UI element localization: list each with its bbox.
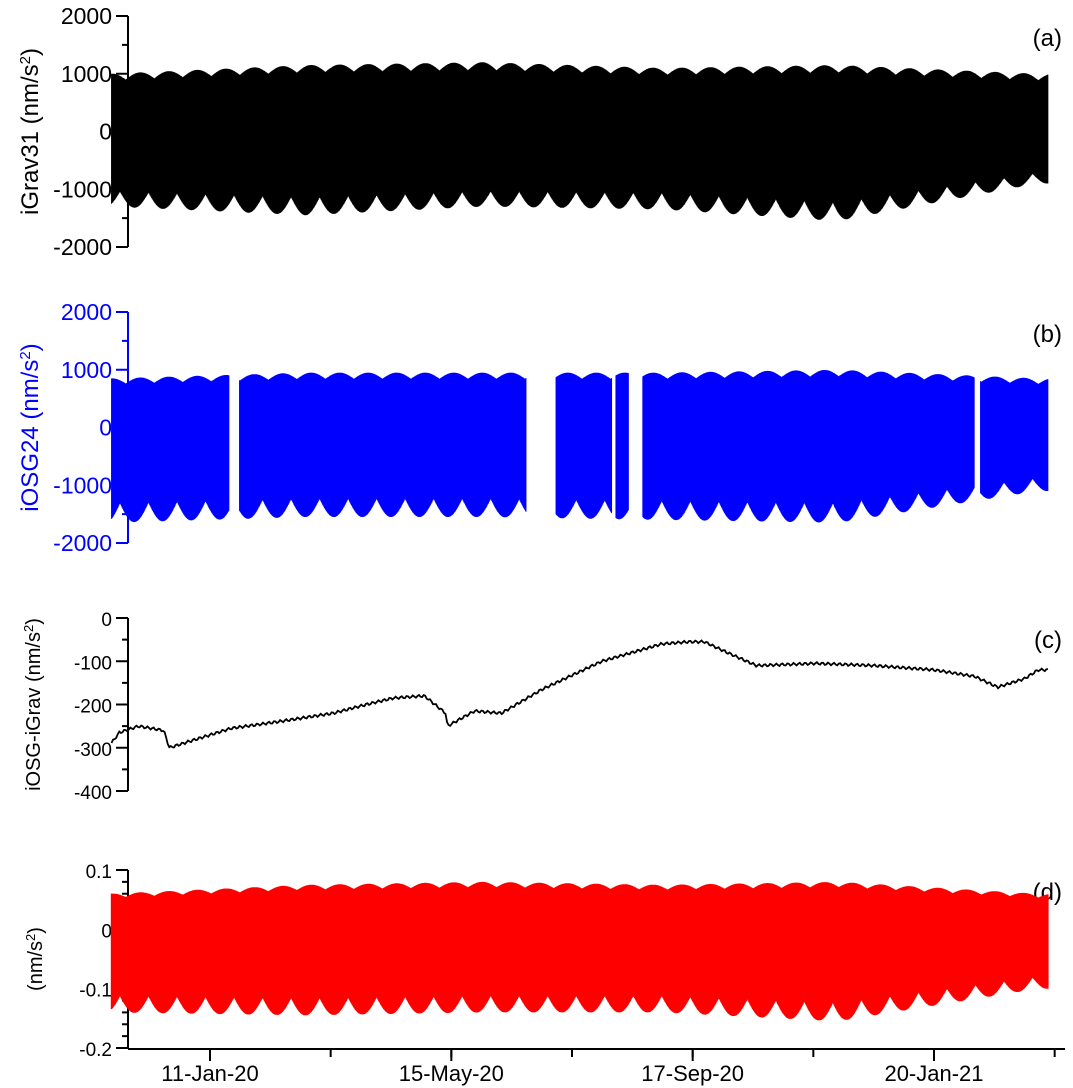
panel-b: -2000 -1000 0 1000 2000 iOSG24 (nm/s2) (b) [17,299,1063,556]
y-tick-label: 2000 [61,299,112,325]
y-tick-label: 0 [101,921,112,942]
y-tick-label: 2000 [61,3,112,29]
y-tick-label: -2000 [53,530,112,556]
y-tick-label: -400 [74,783,112,804]
y-tick-label: 0 [99,415,112,441]
panel-letter: (a) [1033,25,1062,52]
y-tick-label: -0.2 [79,1040,112,1061]
panel-d: -0.2-0.100.1(nm/s2)(d) [23,862,1063,1061]
y-tick-label: -200 [74,697,112,718]
y-axis-label: iOSG24 (nm/s2) [17,343,45,511]
y-axis-label: (nm/s2) [23,927,48,991]
y-tick-label: -1000 [53,472,112,498]
panel-letter: (b) [1033,321,1062,348]
series-line [111,370,1049,523]
x-tick-label: 17-Sep-20 [641,1061,744,1086]
y-axis-label: iGrav31 (nm/s2) [17,48,45,215]
y-tick-label: -300 [74,740,112,761]
y-tick-label: 0.1 [86,862,112,883]
y-tick-label: 0 [99,119,112,145]
series-line [110,639,1049,749]
y-tick-label: -1000 [53,176,112,202]
y-tick-label: 0 [101,610,112,631]
x-tick-label: 11-Jan-20 [161,1061,258,1086]
x-tick-label: 15-May-20 [399,1061,504,1086]
y-tick-label: -100 [74,653,112,674]
panel-a: -2000 -1000 0 1000 2000 iGrav31 (nm/s2) (a) [17,3,1063,260]
x-axis: 11-Jan-20 15-May-20 17-Sep-20 20-Jan-21 [128,1048,1065,1086]
series-line [111,62,1049,220]
y-axis-label: iOSG-iGrav (nm/s2) [21,618,46,791]
y-tick-label: -0.1 [79,981,112,1002]
x-tick-label: 20-Jan-21 [884,1061,983,1086]
y-tick-label: 1000 [61,357,112,383]
panel-c: -400 -300 -200 -100 0 iOSG-iGrav (nm/s2) (c) [21,610,1063,804]
y-tick-label: 1000 [61,61,112,87]
panel-letter: (c) [1034,627,1062,654]
y-tick-label: -2000 [53,234,112,260]
series-line [110,881,1049,1021]
